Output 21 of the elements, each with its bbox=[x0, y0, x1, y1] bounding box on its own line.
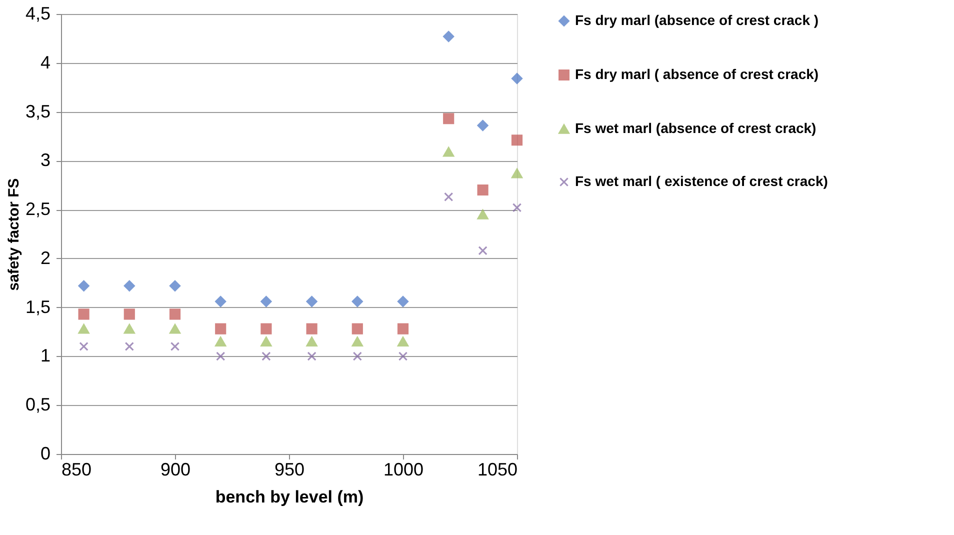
y-tick-label: 1 bbox=[40, 346, 50, 366]
y-tick-label: 4 bbox=[40, 52, 50, 72]
y-tick-label: 2 bbox=[40, 248, 50, 268]
y-tick-label: 2,5 bbox=[25, 199, 50, 220]
x-tick-label: 950 bbox=[274, 460, 305, 480]
x-axis-title: bench by level (m) bbox=[215, 488, 364, 506]
y-tick-label: 3,5 bbox=[25, 101, 50, 122]
x-tick-label: 1050 bbox=[477, 460, 518, 480]
x-tick-label: 1000 bbox=[383, 460, 424, 480]
y-tick-label: 3 bbox=[40, 150, 50, 170]
x-tick-label: 900 bbox=[160, 460, 191, 480]
legend-label: Fs dry marl ( absence of crest crack) bbox=[575, 66, 819, 82]
legend-label: Fs dry marl (absence of crest crack ) bbox=[575, 12, 819, 28]
legend-label: Fs wet marl (absence of crest crack) bbox=[575, 120, 816, 136]
legend-label: Fs wet marl ( existence of crest crack) bbox=[575, 173, 828, 189]
x-tick-label: 850 bbox=[62, 460, 92, 480]
y-axis-title: safety factor FS bbox=[5, 178, 22, 291]
y-tick-label: 1,5 bbox=[25, 296, 50, 317]
y-tick-label: 4,5 bbox=[25, 4, 50, 24]
y-tick-label: 0,5 bbox=[25, 394, 50, 415]
y-tick-label: 0 bbox=[40, 444, 50, 464]
